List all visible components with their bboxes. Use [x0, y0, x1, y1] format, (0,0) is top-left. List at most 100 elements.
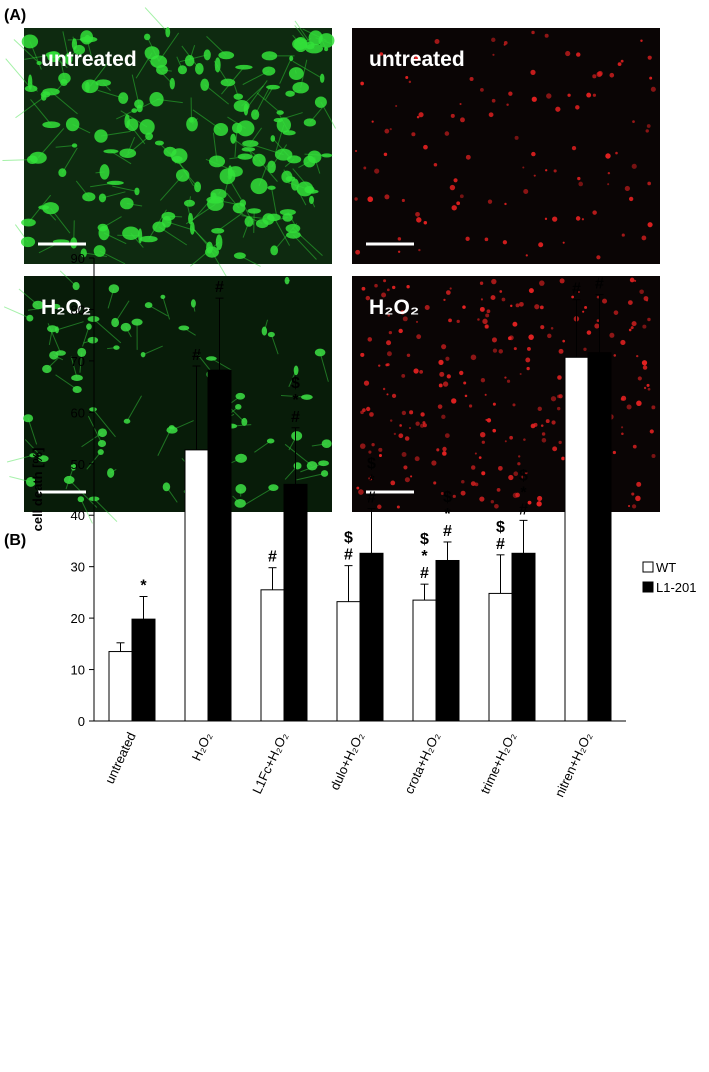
nucleus [471, 465, 475, 469]
nucleus [416, 334, 421, 339]
nucleus [445, 131, 450, 136]
nucleus [642, 236, 647, 241]
nucleus [397, 506, 400, 509]
nucleus [384, 129, 389, 134]
nucleus [398, 329, 402, 333]
nucleus [470, 77, 474, 81]
cell [98, 449, 104, 455]
cell [111, 318, 119, 327]
nucleus [488, 199, 492, 203]
cell [185, 55, 195, 66]
cell [176, 169, 189, 182]
nucleus [445, 433, 450, 438]
nucleus [438, 360, 443, 365]
nucleus [630, 278, 635, 283]
nucleus [418, 112, 423, 117]
nucleus [607, 183, 609, 185]
nucleus [395, 105, 397, 107]
nucleus [502, 298, 506, 302]
nucleus [531, 31, 534, 34]
nucleus [650, 429, 654, 433]
cell [162, 216, 172, 228]
significance-mark: # [519, 501, 528, 518]
cell [262, 213, 274, 225]
nucleus [631, 326, 634, 329]
nucleus [576, 52, 580, 56]
nucleus [492, 54, 494, 56]
panel-label: (A) [4, 7, 26, 24]
nucleus [413, 368, 418, 373]
cell [42, 365, 52, 373]
x-tick-label: trime+H₂O₂ [477, 730, 519, 796]
nucleus [583, 348, 586, 351]
cell [42, 121, 60, 128]
nucleus [401, 374, 405, 378]
nucleus [538, 407, 542, 411]
nucleus [636, 482, 641, 487]
cell [89, 407, 97, 411]
nucleus [487, 309, 491, 313]
nucleus [515, 493, 520, 498]
nucleus [491, 500, 494, 503]
cell [118, 92, 128, 104]
nucleus [378, 364, 380, 366]
nucleus [453, 495, 456, 498]
cell [194, 182, 201, 193]
nucleus [518, 455, 520, 457]
nucleus [529, 288, 534, 293]
nucleus [491, 38, 495, 42]
cell [214, 123, 229, 136]
cell [285, 91, 295, 97]
nucleus [461, 491, 466, 496]
nucleus [627, 404, 632, 409]
nucleus [379, 454, 382, 457]
cell [289, 56, 293, 62]
nucleus [480, 432, 485, 437]
cell [94, 129, 107, 142]
nucleus [608, 172, 610, 174]
nucleus [577, 177, 580, 180]
nucleus [369, 412, 374, 417]
cell [178, 326, 189, 331]
nucleus [384, 194, 389, 199]
nucleus [575, 105, 579, 109]
nucleus [554, 169, 557, 172]
significance-mark: * [292, 392, 299, 409]
nucleus [383, 388, 385, 390]
nucleus [460, 117, 465, 122]
nucleus [420, 412, 424, 416]
panel-label: (B) [4, 532, 26, 549]
cell [109, 284, 119, 293]
cell [200, 79, 209, 91]
y-tick-label: 50 [71, 457, 85, 472]
cell [96, 79, 111, 86]
nucleus [482, 319, 487, 324]
nucleus [512, 403, 515, 406]
nucleus [499, 349, 503, 353]
nucleus [452, 205, 457, 210]
nucleus [360, 443, 366, 449]
nucleus [578, 182, 583, 187]
nucleus [563, 242, 565, 244]
y-tick-label: 60 [71, 405, 85, 420]
legend-label: L1-201 [656, 580, 696, 595]
nucleus [605, 153, 610, 158]
cell [98, 428, 107, 437]
nucleus [632, 504, 636, 508]
cell [204, 49, 211, 60]
nucleus [540, 325, 544, 329]
cell [315, 96, 327, 107]
nucleus [398, 237, 401, 240]
significance-mark: $ [443, 489, 452, 506]
nucleus [545, 169, 547, 171]
nucleus [539, 280, 545, 286]
nucleus [358, 489, 364, 495]
nucleus [390, 419, 392, 421]
nucleus [480, 88, 484, 92]
y-tick-label: 90 [71, 251, 85, 266]
cell [184, 200, 195, 207]
nucleus [557, 395, 561, 399]
cell [98, 226, 109, 240]
nucleus [485, 313, 489, 317]
nucleus [457, 320, 460, 323]
